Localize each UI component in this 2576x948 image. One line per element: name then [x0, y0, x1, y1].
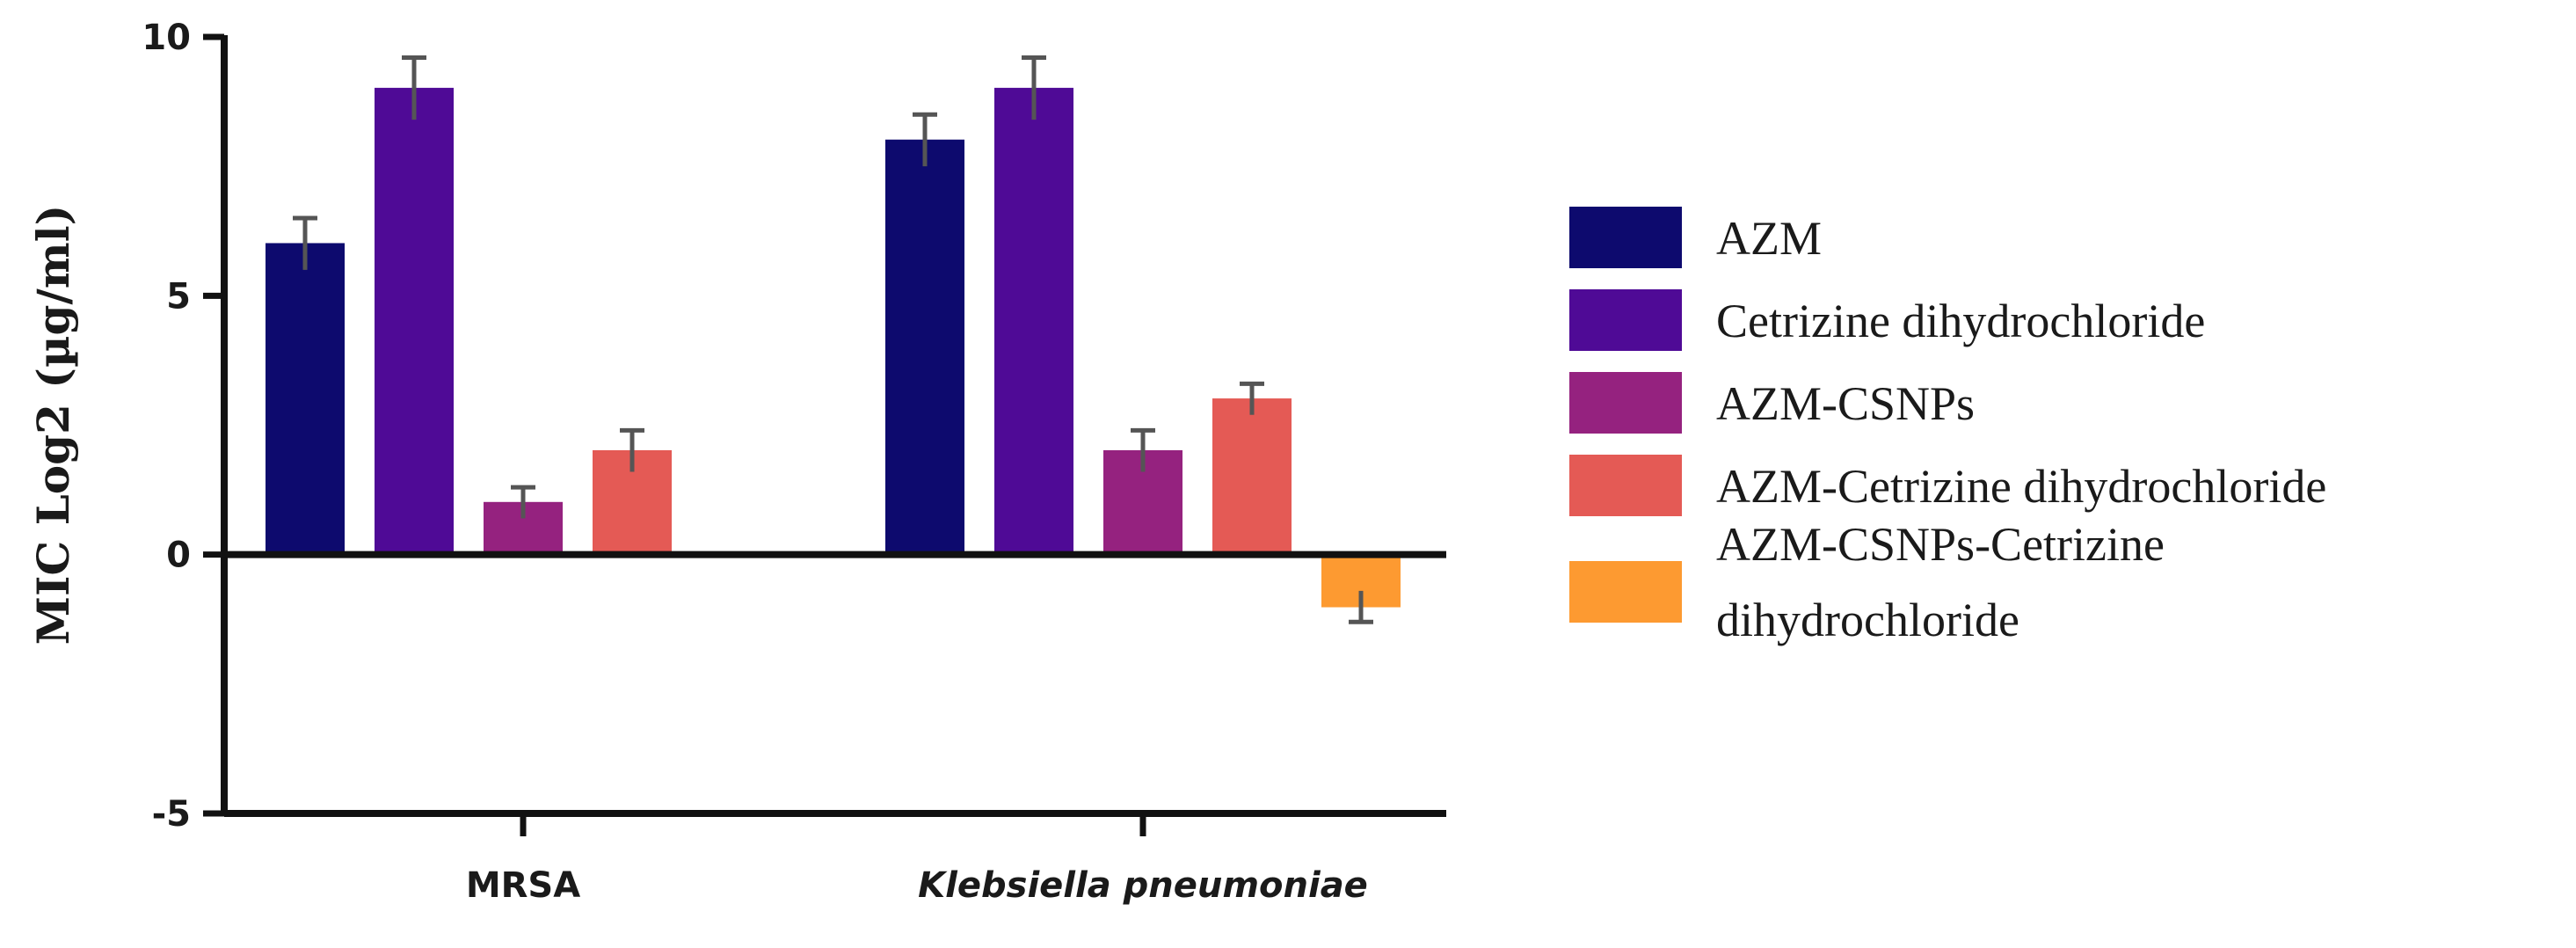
error-bar-0-1: [402, 55, 426, 120]
legend-swatch: [1569, 561, 1682, 623]
legend-label: AZM-Cetrizine dihydrochloride: [1716, 460, 2326, 513]
bar-1-0: [885, 139, 964, 556]
error-bar-1-4: [1349, 590, 1373, 624]
bar-0-1: [375, 87, 454, 556]
legend-swatch: [1569, 207, 1682, 268]
legend-label: AZM: [1716, 212, 1822, 265]
category-label: Klebsiella pneumoniae: [918, 865, 1368, 906]
error-bar-1-1: [1022, 55, 1046, 120]
legend-swatch: [1569, 289, 1682, 351]
legend-item: AZM-CSNPs-Cetrizine dihydrochloride: [1569, 518, 2165, 646]
error-bar-0-2: [511, 485, 535, 519]
error-bar-0-3: [620, 427, 644, 472]
error-bar-1-0: [913, 112, 937, 167]
error-bar-1-3: [1240, 381, 1264, 415]
legend: AZM Cetrizine dihydrochloride AZM-CSNPs AZM…: [1569, 207, 2326, 646]
legend-swatch: [1569, 372, 1682, 434]
bar-1-3: [1212, 398, 1292, 556]
legend-label: AZM-CSNPs-Cetrizine dihydrochloride: [1716, 518, 2165, 646]
y-axis-title: MIC Log2 (µg/ml): [27, 205, 79, 645]
error-bar-0-0: [293, 215, 317, 270]
legend-label: Cetrizine dihydrochloride: [1716, 295, 2205, 347]
error-bar-1-2: [1131, 427, 1155, 472]
y-tick-label: -5: [152, 794, 191, 835]
bars-layer: [266, 87, 1401, 608]
bar-1-1: [994, 87, 1073, 556]
legend-label: AZM-CSNPs: [1716, 377, 1975, 430]
category-label: MRSA: [466, 865, 580, 906]
y-tick-label: 5: [166, 276, 191, 317]
bar-0-0: [266, 243, 345, 556]
error-bars-layer: [293, 55, 1373, 624]
legend-item: Cetrizine dihydrochloride: [1569, 289, 2205, 351]
legend-item: AZM-Cetrizine dihydrochloride: [1569, 455, 2326, 516]
y-tick-label: 10: [142, 18, 191, 58]
axes-layer: [203, 33, 1446, 836]
legend-item: AZM-CSNPs: [1569, 372, 1975, 434]
legend-swatch: [1569, 455, 1682, 516]
labels-layer: 10 5 0 -5 MRSA Klebsiella pneumoniae MIC Log2 …: [27, 18, 1368, 906]
legend-item: AZM: [1569, 207, 1822, 268]
y-tick-label: 0: [166, 536, 191, 576]
